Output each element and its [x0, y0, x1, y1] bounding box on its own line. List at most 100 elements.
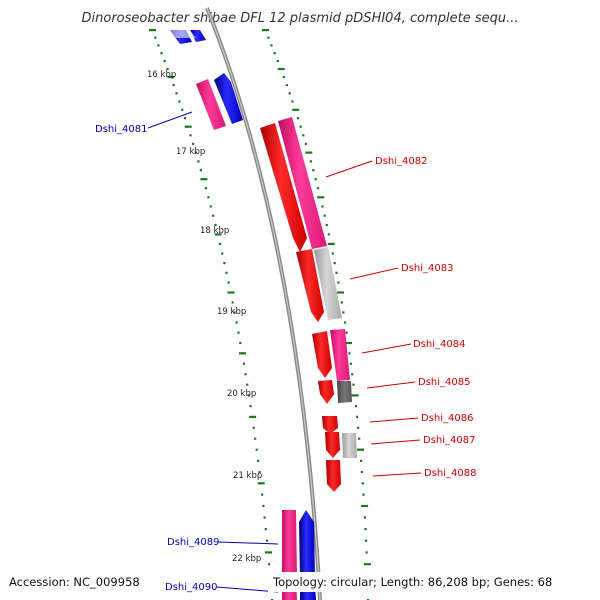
gc-dot — [207, 196, 210, 199]
gc-dot — [314, 178, 317, 181]
gc-dot — [163, 60, 166, 63]
map-title: Dinoroseobacter shibae DFL 12 plasmid pD… — [82, 11, 519, 26]
gc-dot — [358, 437, 361, 440]
gc-dot — [316, 187, 320, 190]
gc-dot — [239, 341, 242, 345]
gc-dot — [225, 271, 228, 274]
gc-dot — [249, 415, 257, 418]
gene-label-dshi-4090[interactable]: Dshi_4090 — [165, 582, 217, 593]
gc-dot — [244, 373, 247, 376]
gc-dot — [149, 29, 156, 32]
gc-dot — [276, 60, 279, 63]
gene-dshi-4084[interactable] — [312, 329, 350, 381]
gene-label-leaders — [147, 111, 422, 593]
scale-label: 16 kbp — [147, 70, 176, 80]
gc-dot — [262, 504, 265, 508]
gc-dot — [302, 134, 305, 137]
feature-top-partial — [170, 30, 206, 44]
leader-line-dshi-4087 — [370, 439, 421, 445]
plasmid-backbone-highlight — [206, 7, 321, 600]
gene-dshi-4082[interactable] — [260, 117, 327, 252]
gc-dot — [214, 223, 217, 227]
gc-dot — [333, 262, 336, 265]
gene-label-dshi-4086[interactable]: Dshi_4086 — [421, 413, 473, 424]
gc-dot — [277, 67, 285, 71]
gc-dot — [348, 352, 351, 355]
gc-dot — [335, 271, 338, 274]
leader-line-dshi-4083 — [349, 267, 399, 280]
gc-dot — [357, 448, 364, 451]
leader-line-dshi-4084 — [361, 343, 412, 354]
gc-dot — [160, 52, 163, 55]
gc-dot — [349, 362, 352, 365]
gc-dot — [343, 321, 347, 324]
gene-dshi-4087[interactable] — [342, 433, 357, 458]
gc-dot — [264, 528, 267, 531]
gc-dot — [327, 242, 335, 245]
gc-dot — [352, 383, 355, 386]
footer-topology-bg — [268, 572, 600, 592]
scale-label: 18 kbp — [200, 226, 229, 236]
gc-dot — [345, 331, 348, 334]
gc-dot — [257, 482, 265, 485]
gc-dot — [282, 75, 285, 79]
gc-dot — [239, 352, 246, 355]
gc-dot — [361, 482, 364, 485]
gc-dot — [200, 178, 208, 181]
gc-dot — [273, 52, 276, 55]
gc-dot — [154, 36, 157, 39]
gc-dot — [267, 36, 270, 39]
gc-dot — [227, 281, 230, 284]
gc-dot — [233, 311, 236, 314]
gc-dot — [212, 214, 215, 217]
gc-dot — [362, 493, 365, 496]
gene-label-dshi-4084[interactable]: Dshi_4084 — [413, 339, 465, 350]
gene-dshi-4083[interactable] — [296, 247, 342, 322]
footer-accession-bg — [0, 572, 155, 592]
gc-dot — [183, 117, 187, 120]
leader-line-dshi-4086 — [369, 417, 419, 423]
gc-dot — [296, 117, 300, 120]
gc-dot — [337, 291, 344, 294]
gene-dshi-4085[interactable] — [318, 380, 352, 404]
gc-dot — [351, 373, 354, 376]
gene-label-dshi-4083[interactable]: Dshi_4083 — [401, 263, 453, 274]
gene-label-dshi-4088[interactable]: Dshi_4088 — [424, 468, 476, 479]
gene-label-dshi-4087[interactable]: Dshi_4087 — [423, 435, 475, 446]
gc-dot — [189, 134, 192, 137]
gc-dot — [204, 187, 207, 190]
gene-label-dshi-4081[interactable]: Dshi_4081 — [95, 124, 147, 135]
gene-label-dshi-4085[interactable]: Dshi_4085 — [418, 377, 470, 388]
scale-label: 17 kbp — [176, 147, 205, 157]
gene-dshi-4089[interactable] — [282, 510, 315, 578]
gc-dot — [261, 493, 264, 496]
scale-labels: 16 kbp 17 kbp 18 kbp 19 kbp 20 kbp 21 kb… — [147, 70, 262, 564]
gc-dot — [312, 169, 315, 172]
gc-dot — [254, 437, 257, 440]
gc-dot — [218, 242, 222, 245]
scale-label: 20 kbp — [227, 389, 256, 399]
gc-dot — [265, 551, 272, 554]
gc-dot — [214, 233, 222, 236]
gc-dot — [365, 551, 368, 554]
gc-dot — [246, 383, 249, 386]
scale-label: 21 kbp — [233, 471, 262, 481]
gene-label-dshi-4089[interactable]: Dshi_4089 — [167, 537, 219, 548]
gc-dot — [209, 205, 212, 208]
gc-dot — [255, 448, 258, 451]
leader-line-dshi-4088 — [372, 472, 422, 477]
gene-dshi-4086[interactable] — [322, 416, 340, 458]
leader-line-dshi-4082 — [325, 160, 373, 178]
gc-dot — [304, 142, 307, 145]
footer-accession: Accession: NC_009958 — [9, 575, 140, 589]
gene-dshi-4081[interactable] — [196, 73, 243, 130]
gc-dot — [223, 262, 226, 265]
gene-label-dshi-4082[interactable]: Dshi_4082 — [375, 156, 427, 167]
gene-dshi-4088[interactable] — [326, 460, 341, 492]
gc-dot — [257, 459, 260, 462]
gc-dot — [237, 331, 240, 334]
gc-dot — [175, 92, 178, 95]
gc-dot — [363, 563, 371, 566]
gc-dot — [291, 100, 294, 103]
